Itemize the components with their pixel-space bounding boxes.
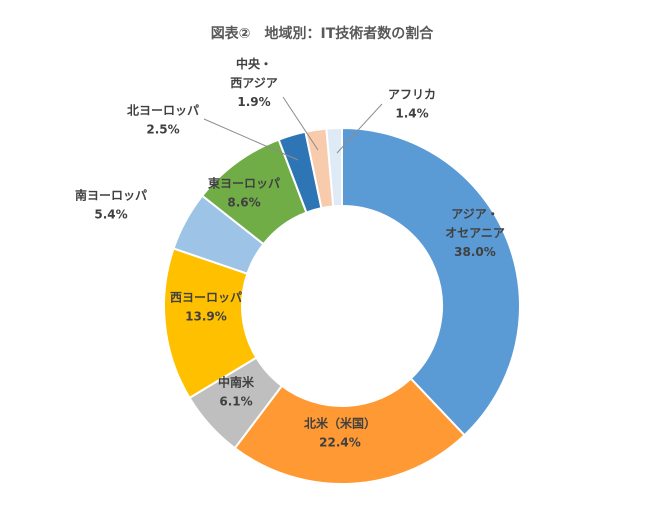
slice-value-label: 2.5%: [146, 123, 179, 137]
slice-name-label: 西ヨーロッパ: [170, 291, 242, 305]
slice-name-label: 中央・: [236, 56, 272, 71]
slice-name-label: アジア・: [451, 207, 499, 221]
slice-label-0: アジア・オセアニア 38.0%: [445, 207, 505, 259]
slice-name-label: アフリカ: [388, 88, 436, 102]
slice-label-3: 西ヨーロッパ 13.9%: [170, 291, 242, 324]
slice-name-label: 中南米: [218, 375, 255, 390]
slice-label-5: 東ヨーロッパ 8.6%: [208, 176, 280, 210]
slice-label-7: 中央・西アジア 1.9%: [230, 56, 278, 109]
slice-name-label: 東ヨーロッパ: [208, 176, 280, 191]
slice-value-label: 8.6%: [227, 196, 260, 210]
chart-title: 図表② 地域別：IT技術者数の割合: [211, 25, 435, 42]
slice-name-label: 西アジア: [230, 76, 278, 90]
leader-line-8: [336, 103, 383, 154]
slice-label-2: 中南米 6.1%: [218, 375, 255, 409]
slice-label-6: 北ヨーロッパ 2.5%: [127, 103, 199, 137]
slice-value-label: 5.4%: [94, 208, 127, 222]
slice-name-label: 北ヨーロッパ: [127, 103, 199, 118]
slice-label-8: アフリカ 1.4%: [388, 88, 436, 121]
labels-group: アジア・オセアニア 38.0% 北米（米国） 22.4% 中南米 6.1% 西ヨーロッパ 13…: [75, 56, 505, 450]
slice-name-label: オセアニア: [445, 226, 505, 240]
slice-label-4: 南ヨーロッパ 5.4%: [75, 188, 147, 222]
slice-value-label: 22.4%: [319, 436, 361, 450]
slice-label-1: 北米（米国） 22.4%: [304, 416, 376, 450]
slice-value-label: 1.9%: [237, 95, 270, 109]
slice-name-label: 北米（米国）: [304, 416, 376, 431]
slice-1: [233, 377, 466, 485]
slice-value-label: 13.9%: [185, 310, 227, 324]
slice-0: [341, 126, 521, 437]
slice-value-label: 38.0%: [454, 245, 496, 259]
slice-value-label: 6.1%: [219, 395, 252, 409]
leader-line-6: [203, 118, 299, 161]
leader-line-7: [282, 96, 319, 151]
slice-name-label: 南ヨーロッパ: [75, 188, 147, 203]
slice-8: [325, 126, 343, 208]
slices-group: [163, 126, 521, 485]
slice-value-label: 1.4%: [395, 107, 428, 121]
leader-lines-group: [203, 96, 383, 161]
